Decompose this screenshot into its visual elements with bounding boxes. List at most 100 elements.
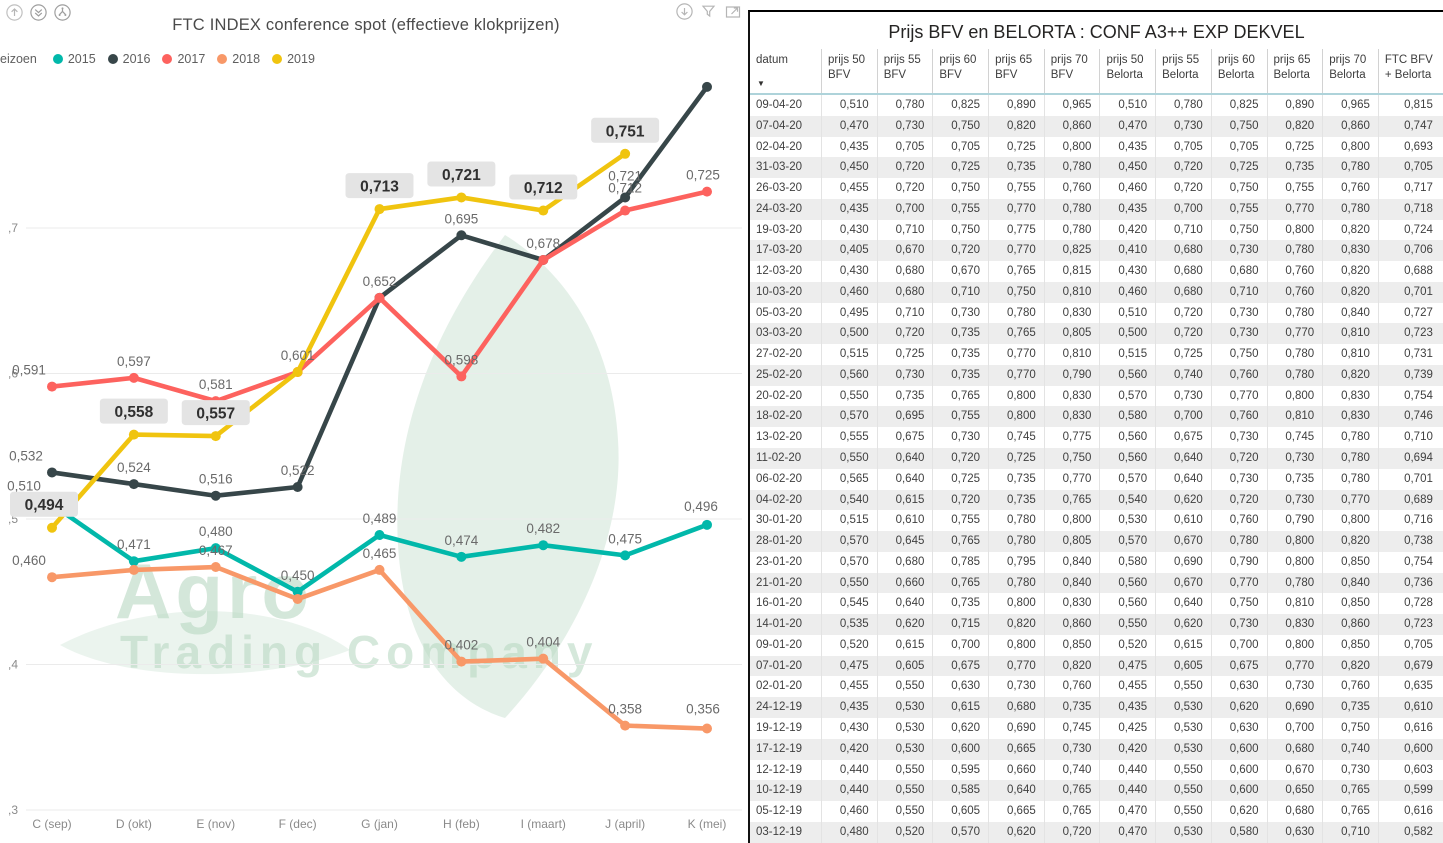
table-row[interactable]: 17-12-19 0,420 0,530 0,600 0,665 0,730 0,420 0,… — [750, 738, 1443, 760]
filter-icon[interactable] — [700, 3, 717, 20]
data-point-marker-2015[interactable] — [702, 519, 712, 530]
table-row[interactable]: 20-02-20 0,550 0,735 0,765 0,800 0,830 0,570 0,… — [750, 385, 1443, 407]
legend-item-2019[interactable]: 2019 — [272, 52, 315, 66]
table-row[interactable]: 05-12-19 0,460 0,550 0,605 0,665 0,765 0,470 0,… — [750, 801, 1443, 822]
legend-item-2016[interactable]: 2016 — [107, 52, 150, 66]
table-row[interactable]: 10-03-20 0,460 0,680 0,710 0,750 0,810 0,460 0,… — [750, 281, 1443, 303]
table-row[interactable]: 13-02-20 0,555 0,675 0,730 0,745 0,775 0,560 0,… — [750, 427, 1443, 449]
table-row[interactable]: 30-01-20 0,515 0,610 0,755 0,780 0,800 0,530 0,… — [750, 510, 1443, 532]
table-row[interactable]: 06-02-20 0,565 0,640 0,725 0,735 0,770 0,570 0,… — [750, 468, 1443, 490]
drill-down-all-icon[interactable] — [30, 4, 47, 21]
data-point-marker-2017[interactable] — [538, 255, 549, 266]
data-point-marker-2018[interactable] — [128, 564, 139, 575]
focus-mode-icon[interactable] — [724, 3, 742, 20]
table-row[interactable]: 04-02-20 0,540 0,615 0,720 0,735 0,765 0,540 0,… — [750, 489, 1443, 511]
table-row[interactable]: 24-12-19 0,435 0,530 0,615 0,680 0,735 0,435 0,… — [750, 697, 1443, 718]
column-header-prijs-60-bfv[interactable]: prijs 60 BFV — [932, 49, 988, 93]
data-point-marker-2016[interactable] — [210, 490, 221, 501]
column-header-prijs-60-belorta[interactable]: prijs 60 Belorta — [1210, 49, 1267, 93]
column-header-prijs-70-belorta[interactable]: prijs 70 Belorta — [1322, 49, 1378, 93]
legend-item-2017[interactable]: 2017 — [162, 52, 205, 66]
table-row[interactable]: 23-01-20 0,570 0,680 0,785 0,795 0,840 0,580 0,… — [750, 551, 1443, 573]
table-row[interactable]: 05-03-20 0,495 0,710 0,730 0,780 0,830 0,510 0,… — [750, 302, 1443, 324]
data-point-marker-2019[interactable] — [538, 205, 549, 216]
data-point-marker-2016[interactable] — [128, 479, 139, 490]
data-point-marker-2018[interactable] — [620, 720, 631, 731]
table-row[interactable]: 16-01-20 0,545 0,640 0,735 0,800 0,830 0,560 0,… — [750, 593, 1443, 615]
table-row[interactable]: 09-01-20 0,520 0,615 0,700 0,800 0,850 0,520 0,… — [750, 634, 1443, 656]
table-row[interactable]: 31-03-20 0,450 0,720 0,725 0,735 0,780 0,450 0,… — [750, 157, 1443, 179]
data-point-marker-2018[interactable] — [538, 653, 549, 664]
data-point-marker-2018[interactable] — [47, 572, 57, 583]
data-point-marker-2017[interactable] — [374, 292, 385, 303]
data-point-marker-2017[interactable] — [620, 205, 631, 216]
table-row[interactable]: 12-12-19 0,440 0,550 0,595 0,660 0,740 0,440 0,… — [750, 759, 1443, 781]
table-row[interactable]: 07-04-20 0,470 0,730 0,750 0,820 0,860 0,470 0,… — [750, 115, 1443, 137]
column-header-prijs-65-belorta[interactable]: prijs 65 Belorta — [1266, 49, 1323, 93]
column-header-prijs-55-belorta[interactable]: prijs 55 Belorta — [1155, 49, 1211, 93]
table-row[interactable]: 03-03-20 0,500 0,720 0,735 0,765 0,805 0,500 0,… — [750, 323, 1443, 345]
data-point-marker-2017[interactable] — [47, 381, 57, 392]
drill-down-icon[interactable] — [676, 3, 693, 20]
data-point-marker-2017[interactable] — [702, 186, 712, 197]
column-header-datum[interactable]: datum ▼ — [750, 49, 821, 93]
column-header-prijs-50-bfv[interactable]: prijs 50 BFV — [821, 49, 877, 93]
data-point-marker-2016[interactable] — [47, 467, 57, 478]
price-cell: 0,800 — [988, 406, 1044, 428]
table-row[interactable]: 19-12-19 0,430 0,530 0,620 0,690 0,745 0,425 0,… — [750, 717, 1443, 739]
data-point-marker-2015[interactable] — [456, 551, 467, 562]
sort-descending-icon[interactable]: ▼ — [757, 79, 765, 89]
table-row[interactable]: 11-02-20 0,550 0,640 0,720 0,725 0,750 0,560 0,… — [750, 448, 1443, 469]
data-point-marker-2018[interactable] — [292, 594, 303, 605]
data-point-marker-2015[interactable] — [538, 540, 549, 551]
data-point-marker-2019[interactable] — [620, 148, 631, 159]
column-header-prijs-50-belorta[interactable]: prijs 50 Belorta — [1099, 49, 1155, 93]
data-point-marker-2017[interactable] — [128, 372, 139, 383]
data-point-marker-2019[interactable] — [128, 429, 139, 440]
data-point-marker-2018[interactable] — [702, 723, 712, 734]
column-header-prijs-70-bfv[interactable]: prijs 70 BFV — [1043, 49, 1100, 93]
data-point-marker-2016[interactable] — [620, 192, 631, 203]
data-point-marker-2019[interactable] — [210, 431, 221, 442]
column-header-prijs-65-bfv[interactable]: prijs 65 BFV — [988, 49, 1044, 93]
table-row[interactable]: 03-12-19 0,480 0,520 0,570 0,620 0,720 0,470 0,… — [750, 821, 1443, 843]
drill-up-icon[interactable] — [6, 4, 23, 21]
table-row[interactable]: 10-12-19 0,440 0,550 0,585 0,640 0,765 0,440 0,… — [750, 780, 1443, 802]
table-row[interactable]: 02-01-20 0,455 0,550 0,630 0,730 0,760 0,455 0,… — [750, 676, 1443, 698]
data-point-marker-2018[interactable] — [374, 564, 385, 575]
table-row[interactable]: 02-04-20 0,435 0,705 0,705 0,725 0,800 0,435 0,… — [750, 136, 1443, 158]
table-row[interactable]: 25-02-20 0,560 0,730 0,735 0,770 0,790 0,560 0,… — [750, 364, 1443, 386]
table-row[interactable]: 28-01-20 0,570 0,645 0,765 0,780 0,805 0,570 0,… — [750, 531, 1443, 552]
data-point-marker-2018[interactable] — [210, 562, 221, 573]
table-row[interactable]: 24-03-20 0,435 0,700 0,755 0,770 0,780 0,435 0,… — [750, 198, 1443, 220]
data-point-marker-2018[interactable] — [456, 656, 467, 667]
table-row[interactable]: 18-02-20 0,570 0,695 0,755 0,800 0,830 0,580 0,… — [750, 406, 1443, 428]
table-row[interactable]: 26-03-20 0,455 0,720 0,750 0,755 0,760 0,460 0,… — [750, 178, 1443, 199]
table-row[interactable]: 12-03-20 0,430 0,680 0,670 0,765 0,815 0,430 0,… — [750, 261, 1443, 282]
data-point-marker-2019[interactable] — [292, 367, 303, 378]
table-row[interactable]: 21-01-20 0,550 0,660 0,765 0,780 0,840 0,560 0,… — [750, 572, 1443, 594]
data-point-marker-2019[interactable] — [47, 522, 57, 533]
table-row[interactable]: 19-03-20 0,430 0,710 0,750 0,775 0,780 0,420 0,… — [750, 219, 1443, 241]
data-point-marker-2016[interactable] — [702, 81, 712, 92]
column-header-ftc-bfv-belorta[interactable]: FTC BFV + Belorta — [1377, 49, 1441, 93]
table-row[interactable]: 07-01-20 0,475 0,605 0,675 0,770 0,820 0,475 0,… — [750, 655, 1443, 677]
data-point-marker-2015[interactable] — [292, 586, 303, 597]
data-point-marker-2015[interactable] — [620, 550, 631, 561]
data-point-marker-2019[interactable] — [374, 204, 385, 215]
data-point-marker-2019[interactable] — [456, 192, 467, 203]
legend-item-2015[interactable]: 2015 — [52, 52, 96, 66]
data-point-marker-2016[interactable] — [292, 481, 303, 492]
data-point-marker-2015[interactable] — [210, 543, 221, 554]
data-point-marker-2016[interactable] — [456, 230, 467, 241]
table-row[interactable]: 27-02-20 0,515 0,725 0,735 0,770 0,810 0,515 0,… — [750, 344, 1443, 365]
expand-all-levels-icon[interactable] — [54, 4, 71, 21]
data-point-marker-2015[interactable] — [374, 530, 385, 541]
table-row[interactable]: 17-03-20 0,405 0,670 0,720 0,770 0,825 0,410 0,… — [750, 240, 1443, 262]
legend-item-2018[interactable]: 2018 — [217, 52, 260, 66]
data-point-marker-2015[interactable] — [128, 556, 139, 567]
table-row[interactable]: 14-01-20 0,535 0,620 0,715 0,820 0,860 0,550 0,… — [750, 614, 1443, 635]
table-row[interactable]: 09-04-20 0,510 0,780 0,825 0,890 0,965 0,510 0,… — [750, 95, 1443, 116]
column-header-prijs-55-bfv[interactable]: prijs 55 BFV — [876, 49, 933, 93]
data-point-marker-2017[interactable] — [456, 371, 467, 382]
